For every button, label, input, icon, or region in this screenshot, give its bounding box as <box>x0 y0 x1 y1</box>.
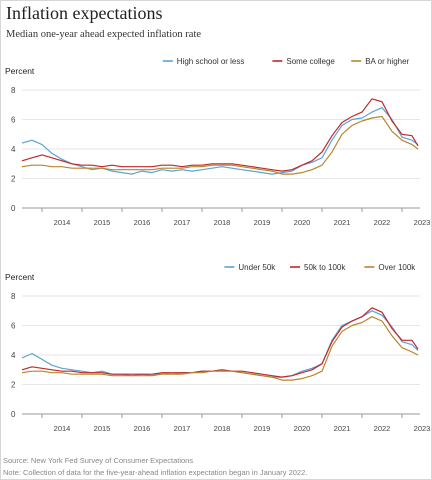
x-tick-label: 2020 <box>294 424 311 433</box>
chart-education: Percent 0 2 4 6 8 2014 2015 2016 2017 2018 2019 2020… <box>5 57 431 227</box>
legend-label: High school or less <box>177 57 245 66</box>
y-tick-label: 8 <box>11 86 16 95</box>
x-tick-label: 2022 <box>374 424 391 433</box>
y-tick-label: 2 <box>11 381 16 390</box>
x-tick-label: 2022 <box>374 218 391 227</box>
series-line-under-50k <box>21 310 419 378</box>
x-tick-label: 2017 <box>174 218 191 227</box>
y-tick-label: 6 <box>11 116 16 125</box>
x-tick-label: 2017 <box>174 424 191 433</box>
legend-label: Over 100k <box>378 263 416 272</box>
chart-income: Percent 0 2 4 6 8 2014 2015 2016 2017 2018 2019 2020… <box>5 263 431 433</box>
y-tick-label: 6 <box>11 322 16 331</box>
legend-label: Under 50k <box>238 263 276 272</box>
y-axis-label: Percent <box>5 272 35 282</box>
x-tick-label: 2021 <box>334 218 351 227</box>
x-tick-label: 2019 <box>254 424 271 433</box>
y-tick-label: 0 <box>11 410 16 419</box>
x-tick-label: 2015 <box>94 424 111 433</box>
page-subtitle: Median one-year ahead expected inflation… <box>6 29 202 40</box>
series-line-ba-or-higher <box>21 115 419 175</box>
y-tick-label: 4 <box>11 145 16 154</box>
x-tick-label: 2023 <box>414 218 431 227</box>
series-line-over-100k <box>21 316 419 381</box>
x-tick-label: 2015 <box>94 218 111 227</box>
y-tick-label: 4 <box>11 351 16 360</box>
x-tick-label: 2018 <box>214 424 231 433</box>
page-title: Inflation expectations <box>6 3 163 23</box>
x-tick-label: 2023 <box>414 424 431 433</box>
x-tick-label: 2014 <box>54 424 71 433</box>
x-tick-label: 2020 <box>294 218 311 227</box>
x-tick-label: 2016 <box>134 424 151 433</box>
series-line-50k-to-100k <box>21 307 419 378</box>
y-tick-label: 2 <box>11 175 16 184</box>
footnote: Note: Collection of data for the five-ye… <box>3 468 308 477</box>
legend-label: Some college <box>286 57 335 66</box>
x-tick-label: 2021 <box>334 424 351 433</box>
series-line-some-college <box>21 98 419 172</box>
y-tick-label: 8 <box>11 292 16 301</box>
y-tick-label: 0 <box>11 204 16 213</box>
x-tick-label: 2019 <box>254 218 271 227</box>
x-tick-label: 2014 <box>54 218 71 227</box>
x-tick-label: 2018 <box>214 218 231 227</box>
legend-label: BA or higher <box>365 57 409 66</box>
y-axis-label: Percent <box>5 66 35 76</box>
source-note: Source: New York Fed Survey of Consumer … <box>3 456 194 465</box>
x-tick-label: 2016 <box>134 218 151 227</box>
legend-label: 50k to 100k <box>304 263 346 272</box>
